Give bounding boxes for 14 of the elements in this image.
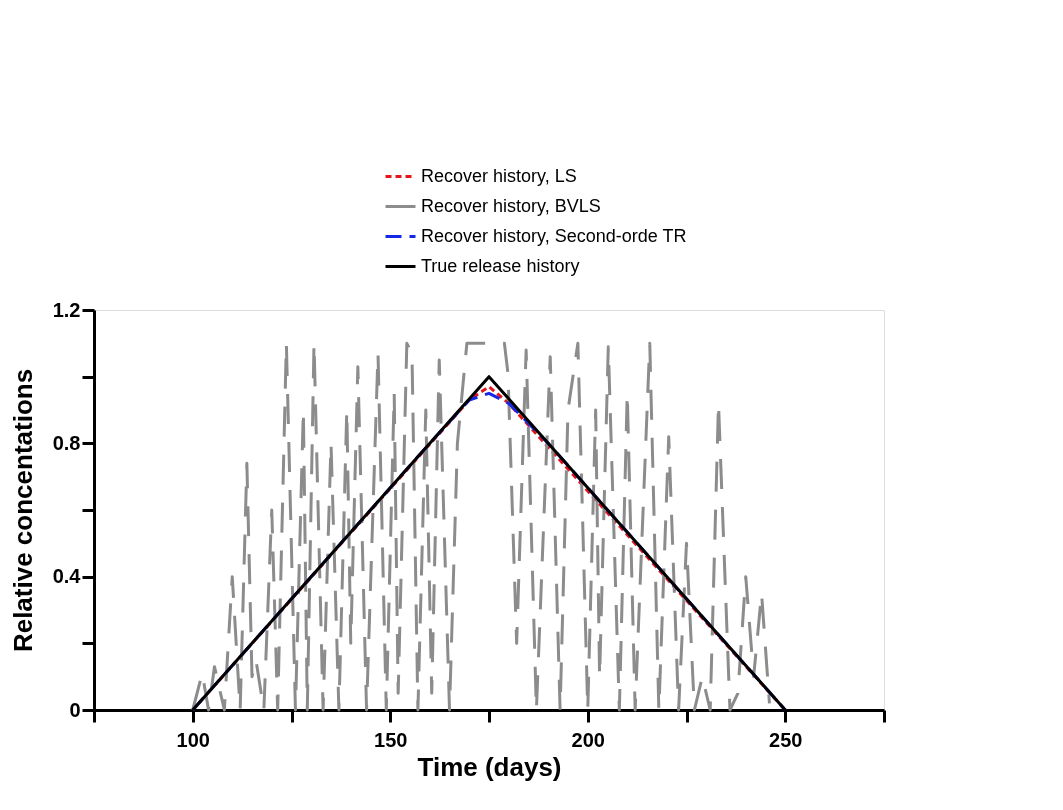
y-tick-label: 1.2 [52,298,81,321]
x-tick-label: 100 [176,728,210,751]
legend-label: Recover history, Second-orde TR [421,225,687,246]
x-tick-label: 150 [374,728,408,751]
legend-label: Recover history, LS [421,165,577,186]
y-tick-label: 0 [69,698,81,721]
legend-label: True release history [421,255,580,276]
legend-label: Recover history, BVLS [421,195,601,216]
x-tick-label: 200 [571,728,605,751]
x-axis-title: Time (days) [417,751,562,782]
x-tick-label: 250 [769,728,803,751]
y-axis-title: Relative concentations [7,368,38,653]
y-tick-label: 0.4 [52,565,82,588]
y-tick-label: 0.8 [52,431,81,454]
